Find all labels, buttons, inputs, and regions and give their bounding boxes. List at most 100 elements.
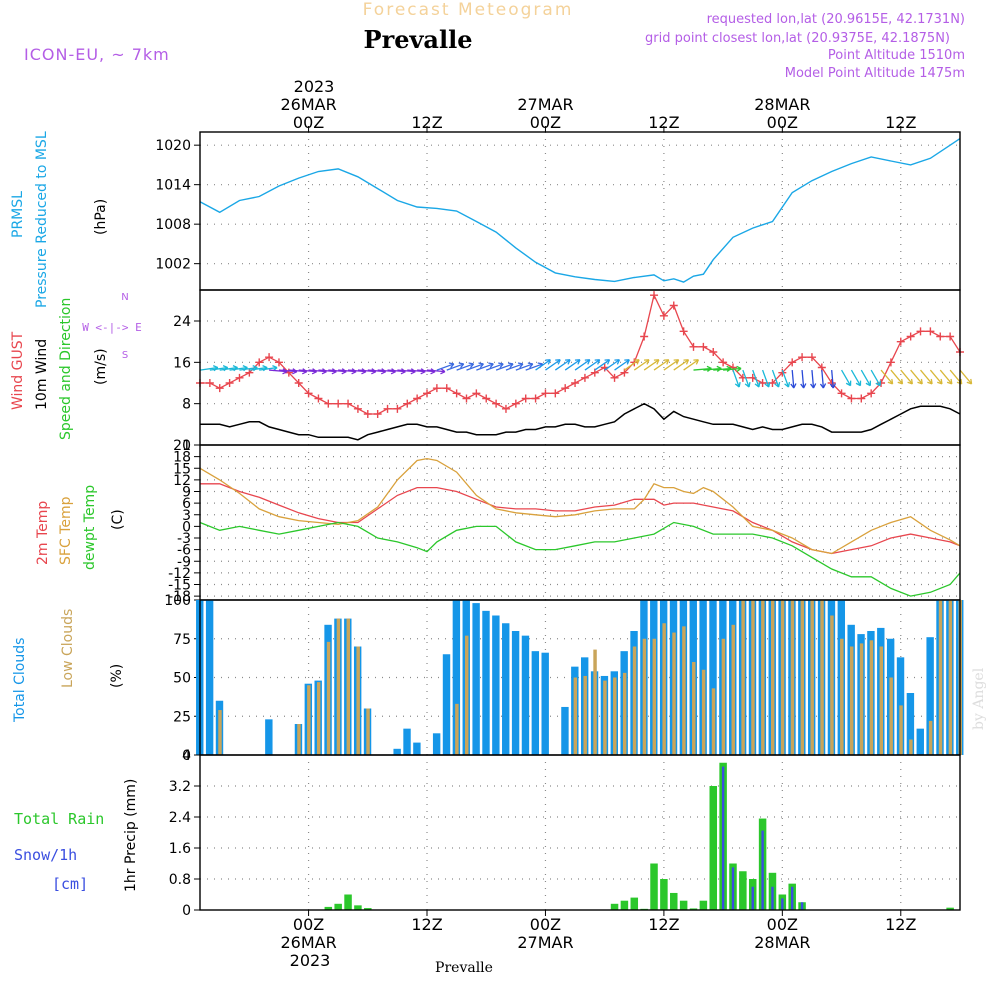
y-tick-label: 0	[182, 748, 191, 764]
total-cloud-bar	[205, 600, 214, 755]
y-tick-label: 75	[173, 632, 191, 648]
arrow-head	[440, 368, 446, 375]
low-cloud-bar	[859, 643, 864, 755]
bottom-time-label: 00Z	[767, 915, 798, 934]
arrow-shaft	[308, 369, 327, 373]
arrow-head	[624, 359, 630, 365]
arrow-shaft	[584, 359, 601, 371]
low-clouds-label: Low Clouds	[60, 609, 76, 688]
arrow-head	[937, 378, 943, 385]
low-cloud-bar	[721, 638, 726, 755]
top-year: 2023	[294, 77, 335, 96]
arrow-shaft	[683, 359, 699, 371]
top-date-label: 27MAR	[517, 95, 573, 114]
low-cloud-bar	[613, 677, 617, 755]
y-tick-label: 1.6	[169, 841, 191, 857]
arrow-shaft	[456, 363, 474, 371]
low-cloud-bar	[642, 638, 647, 755]
arrow-shaft	[564, 359, 581, 371]
wind-direction-arrow	[505, 362, 524, 371]
bottom-time-label: 00Z	[293, 915, 324, 934]
arrow-head	[800, 383, 807, 389]
total-cloud-bar	[541, 652, 549, 755]
arrow-head	[458, 362, 465, 369]
y-tick-label: 18	[173, 450, 191, 466]
arrow-shaft	[594, 359, 610, 371]
arrow-shaft	[278, 369, 297, 373]
arrow-head	[545, 359, 551, 365]
arrow-shaft	[436, 363, 455, 371]
arrow-head	[604, 359, 611, 365]
arrow-shaft	[219, 366, 238, 371]
rain-bar	[709, 786, 717, 910]
y-tick-label: 4	[182, 748, 191, 764]
arrow-shaft	[554, 359, 571, 371]
low-cloud-bar	[928, 720, 933, 755]
low-cloud-bar	[632, 646, 637, 755]
y-tick-label: -15	[168, 578, 191, 594]
snow-bar	[751, 886, 754, 910]
arrow-shaft	[643, 359, 660, 371]
total-cloud-bar	[265, 719, 273, 755]
arrow-shaft	[890, 369, 903, 385]
wind-direction-arrow	[604, 359, 621, 371]
y-tick-label: 1002	[155, 257, 191, 273]
wind-direction-arrow	[781, 369, 791, 388]
low-cloud-bar	[455, 703, 459, 755]
total-cloud-bar	[413, 742, 421, 755]
wind-direction-arrow	[269, 368, 288, 375]
temp-2m-line	[200, 483, 961, 555]
low-cloud-bar	[593, 649, 597, 755]
gust-marker	[650, 291, 659, 300]
total-cloud-bar	[926, 637, 934, 755]
snow-bar	[800, 902, 804, 910]
gust-marker	[807, 353, 816, 362]
gust-marker	[274, 358, 283, 367]
precip-labels: Total Rain Snow/1h [cm] 1hr Precip (mm)	[14, 779, 139, 893]
arrow-shaft	[801, 370, 805, 389]
gust-marker	[511, 399, 520, 408]
y-tick-label: 1020	[155, 138, 191, 154]
bottom-time-label: 12Z	[411, 915, 442, 934]
low-cloud-bar	[830, 615, 834, 755]
y-tick-label: 6	[182, 496, 191, 512]
temp-unit: (C)	[110, 509, 126, 530]
rain-bar	[650, 863, 658, 910]
y-tick-label: 16	[173, 355, 191, 371]
gust-marker	[324, 399, 333, 408]
total-cloud-bar	[442, 654, 451, 755]
cloud-panel: 0 25 50 75 100	[164, 593, 964, 764]
arrow-shaft	[525, 363, 543, 371]
arrow-shaft	[880, 369, 894, 385]
wind-speed-dir-label: Speed and Direction	[58, 298, 74, 440]
snow-bar	[791, 886, 794, 910]
gust-marker	[689, 342, 698, 351]
total-cloud-bar	[393, 748, 401, 755]
gust-marker	[886, 358, 895, 367]
wind-direction-arrow	[584, 359, 601, 371]
wind-direction-arrow	[554, 359, 571, 371]
gust-marker	[472, 389, 481, 398]
arrow-shaft	[811, 370, 815, 389]
top-time-label: 00Z	[530, 113, 561, 132]
arrow-shaft	[791, 370, 795, 389]
model-label: ICON-EU, ~ 7km	[24, 45, 170, 64]
arrow-shaft	[831, 370, 834, 389]
rain-bar	[739, 871, 747, 910]
wind-direction-arrow	[870, 369, 881, 387]
low-cloud-bar	[603, 680, 607, 755]
wind-direction-arrow	[880, 369, 894, 385]
low-cloud-bar	[316, 682, 321, 755]
arrow-shaft	[870, 369, 881, 386]
wind-direction-arrow	[476, 362, 494, 371]
gust-marker	[235, 373, 244, 382]
arrow-shaft	[426, 369, 446, 373]
wind-direction-arrow	[663, 359, 680, 371]
arrow-shaft	[387, 369, 406, 373]
bottom-time-label: 00Z	[530, 915, 561, 934]
y-tick-label: 9	[182, 485, 191, 501]
arrow-shaft	[505, 363, 524, 371]
wind-direction-arrow	[673, 359, 690, 371]
wind-direction-arrow	[564, 359, 581, 371]
rain-bar	[946, 907, 954, 910]
